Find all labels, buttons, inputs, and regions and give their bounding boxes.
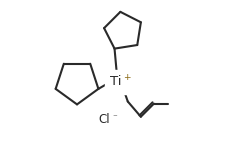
Text: Cl: Cl — [98, 113, 109, 126]
Text: ⁻: ⁻ — [112, 113, 117, 122]
Text: +: + — [123, 73, 130, 82]
Text: Ti: Ti — [110, 75, 121, 88]
